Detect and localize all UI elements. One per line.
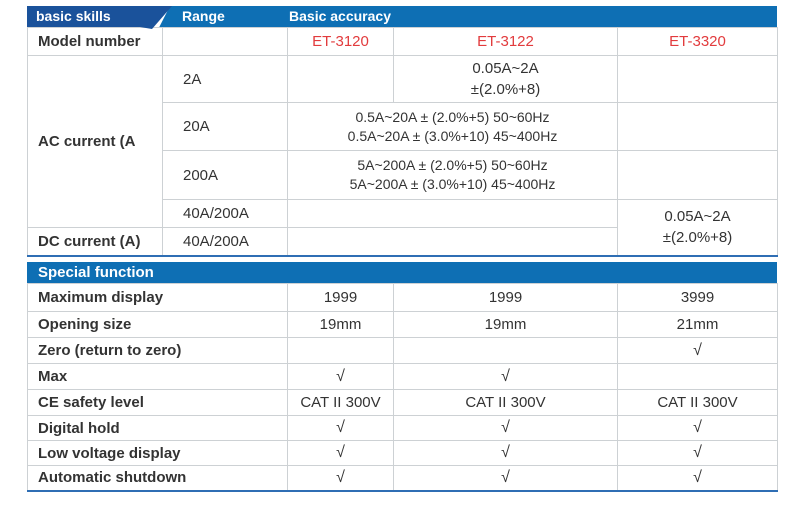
range-2a-cell: 2A bbox=[162, 55, 288, 103]
accuracy-line: ±(2.0%+8) bbox=[470, 81, 541, 98]
feature-value-et3320: 21mm bbox=[617, 311, 778, 338]
feature-value-et3122: √ bbox=[393, 363, 618, 390]
feature-value-et3120: √ bbox=[287, 363, 394, 390]
model-et-3122: ET-3122 bbox=[393, 27, 618, 56]
dc-current-row: DC current (A) 40A/200A bbox=[27, 227, 778, 256]
model-number-row: Model number ET-3120 ET-3122 ET-3320 bbox=[27, 27, 778, 56]
range-40a-ac-row: 40A/200A 0.05A~2A ±(2.0%+8) bbox=[28, 199, 778, 256]
model-number-label: Model number bbox=[27, 27, 163, 56]
empty-cell bbox=[617, 102, 778, 151]
feature-label: Opening size bbox=[27, 311, 288, 338]
model-et-3320: ET-3320 bbox=[617, 27, 778, 56]
range-2a-row: AC current (A 2A 0.05A~2A ±(2.0%+8) bbox=[27, 55, 778, 228]
feature-label: Zero (return to zero) bbox=[27, 337, 288, 364]
accuracy-line: ±(2.0%+8) bbox=[662, 229, 733, 247]
feature-value-et3120: √ bbox=[287, 465, 394, 491]
accuracy-line: 0.5A~20A ± (2.0%+5) 50~60Hz bbox=[355, 108, 550, 125]
range-40a-200a-ac-cell: 40A/200A bbox=[162, 199, 288, 228]
range-20a-cell: 20A bbox=[162, 102, 288, 151]
table-row: Zero (return to zero) √ bbox=[27, 337, 778, 364]
feature-value-et3320: √ bbox=[617, 440, 778, 466]
feature-value-et3120: CAT II 300V bbox=[287, 389, 394, 416]
feature-label: Digital hold bbox=[27, 415, 288, 441]
range-200a-cell: 200A bbox=[162, 150, 288, 200]
special-function-table: Maximum display 1999 1999 3999 Opening s… bbox=[27, 283, 778, 492]
feature-value-et3122: CAT II 300V bbox=[393, 389, 618, 416]
accuracy-line: 0.05A~2A bbox=[664, 208, 731, 226]
range-200a-row: 200A 5A~200A ± (2.0%+5) 50~60Hz 5A~200A … bbox=[28, 150, 778, 200]
feature-label: Automatic shutdown bbox=[27, 465, 288, 491]
feature-value-et3120: √ bbox=[287, 415, 394, 441]
range-40a-200a-dc-cell: 40A/200A bbox=[162, 227, 288, 256]
feature-label: CE safety level bbox=[27, 389, 288, 416]
table-header-bar: basic skills Range Basic accuracy bbox=[27, 6, 777, 29]
dc-current-label: DC current (A) bbox=[27, 227, 163, 256]
feature-value-et3122: √ bbox=[393, 465, 618, 491]
feature-value-et3320: √ bbox=[617, 415, 778, 441]
table-row: Opening size 19mm 19mm 21mm bbox=[27, 311, 778, 338]
accuracy-line: 0.05A~2A bbox=[472, 60, 539, 77]
empty-cell bbox=[617, 150, 778, 200]
feature-value-et3120 bbox=[287, 337, 394, 364]
feature-value-et3120: 19mm bbox=[287, 311, 394, 338]
empty-cell bbox=[287, 227, 618, 256]
table-row: Automatic shutdown √ √ √ bbox=[27, 465, 778, 491]
ac-current-label: AC current (A bbox=[27, 55, 163, 228]
empty-cell bbox=[287, 199, 618, 228]
table-row: Digital hold √ √ √ bbox=[27, 415, 778, 441]
feature-value-et3122: √ bbox=[393, 440, 618, 466]
accuracy-line: 0.5A~20A ± (3.0%+10) 45~400Hz bbox=[347, 127, 558, 144]
feature-value-et3320: √ bbox=[617, 337, 778, 364]
accuracy-et3320-cell: 0.05A~2A ±(2.0%+8) bbox=[617, 199, 778, 256]
feature-value-et3120: 1999 bbox=[287, 283, 394, 312]
feature-value-et3122 bbox=[393, 337, 618, 364]
special-function-bar: Special function bbox=[27, 262, 777, 283]
accuracy-line: 5A~200A ± (2.0%+5) 50~60Hz bbox=[357, 157, 548, 173]
feature-label: Max bbox=[27, 363, 288, 390]
feature-value-et3320: 3999 bbox=[617, 283, 778, 312]
accuracy-20a-cell: 0.5A~20A ± (2.0%+5) 50~60Hz 0.5A~20A ± (… bbox=[287, 102, 618, 151]
feature-value-et3320: CAT II 300V bbox=[617, 389, 778, 416]
table-row: Max √ √ bbox=[27, 363, 778, 390]
feature-label: Low voltage display bbox=[27, 440, 288, 466]
special-function-title: Special function bbox=[38, 264, 154, 281]
basic-accuracy-column-header: Basic accuracy bbox=[289, 8, 391, 24]
range-20a-row: 20A 0.5A~20A ± (2.0%+5) 50~60Hz 0.5A~20A… bbox=[28, 102, 778, 151]
feature-value-et3320 bbox=[617, 363, 778, 390]
table-row: Maximum display 1999 1999 3999 bbox=[27, 283, 778, 312]
table-row: Low voltage display √ √ √ bbox=[27, 440, 778, 466]
table-row: CE safety level CAT II 300V CAT II 300V … bbox=[27, 389, 778, 416]
feature-value-et3120: √ bbox=[287, 440, 394, 466]
empty-cell bbox=[287, 55, 394, 103]
feature-value-et3122: √ bbox=[393, 415, 618, 441]
accuracy-200a-cell: 5A~200A ± (2.0%+5) 50~60Hz 5A~200A ± (3.… bbox=[287, 150, 618, 200]
feature-value-et3320: √ bbox=[617, 465, 778, 491]
accuracy-2a-et3122-cell: 0.05A~2A ±(2.0%+8) bbox=[393, 55, 618, 103]
range-column-header: Range bbox=[182, 8, 225, 24]
feature-label: Maximum display bbox=[27, 283, 288, 312]
basic-skills-label: basic skills bbox=[36, 8, 111, 24]
empty-cell bbox=[617, 55, 778, 103]
feature-value-et3122: 1999 bbox=[393, 283, 618, 312]
model-et-3120: ET-3120 bbox=[287, 27, 394, 56]
feature-value-et3122: 19mm bbox=[393, 311, 618, 338]
empty-cell bbox=[162, 27, 288, 56]
basic-specs-table: Model number ET-3120 ET-3122 ET-3320 AC … bbox=[27, 27, 778, 257]
accuracy-line: 5A~200A ± (3.0%+10) 45~400Hz bbox=[349, 176, 556, 192]
basic-skills-tab: basic skills bbox=[27, 6, 140, 27]
